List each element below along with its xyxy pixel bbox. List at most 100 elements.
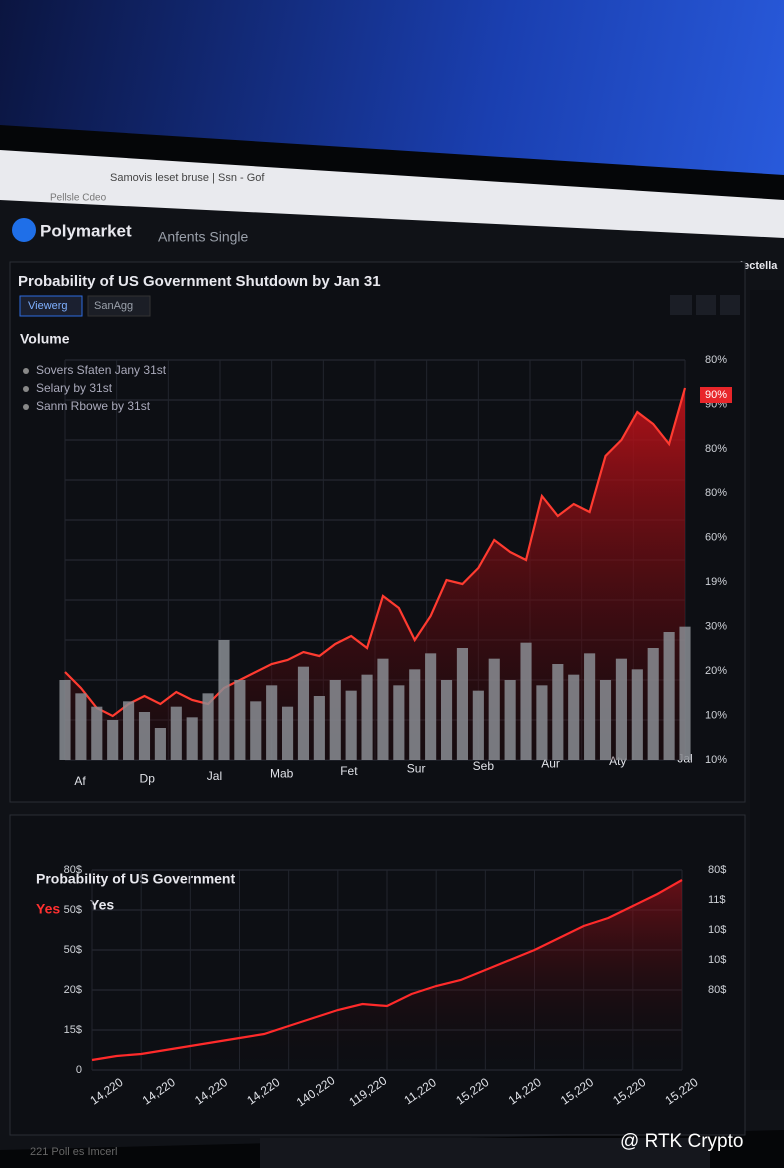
volume-bar xyxy=(138,712,151,760)
line xyxy=(91,879,683,1062)
volume-bar xyxy=(234,680,246,760)
y-tick-label: 30% xyxy=(705,621,727,633)
y-tick-label: 20% xyxy=(705,665,727,677)
volume-bar xyxy=(631,669,643,760)
x-tick-label: Seb xyxy=(473,759,495,773)
volume-bar xyxy=(409,669,421,760)
volume-bar xyxy=(329,680,341,760)
x-tick-label: Dp xyxy=(140,772,156,786)
y2-tick-label: 80$ xyxy=(708,864,726,876)
y-tick-label: 10% xyxy=(705,709,727,721)
volume-bar xyxy=(345,690,357,760)
y-tick-label: 15$ xyxy=(64,1024,82,1036)
line xyxy=(64,387,687,718)
side-panel xyxy=(750,290,784,1090)
volume-bar xyxy=(647,648,659,760)
y-tick-label: 80% xyxy=(705,443,727,455)
y2-tick-label: 10$ xyxy=(708,954,726,966)
volume-bar xyxy=(202,693,214,760)
volume-bar xyxy=(377,658,389,760)
volume-bar xyxy=(504,680,516,760)
button[interactable] xyxy=(696,295,716,315)
button[interactable] xyxy=(670,295,692,315)
volume-bar xyxy=(297,666,310,760)
volume-bar xyxy=(123,701,135,760)
volume-bar xyxy=(520,642,532,760)
volume-bar xyxy=(107,720,119,760)
volume-bar xyxy=(456,648,468,760)
y-tick-label: 80% xyxy=(705,354,727,366)
y-tick-label: 20$ xyxy=(64,984,82,996)
y-tick-label: 60% xyxy=(705,532,727,544)
watermark: @ RTK Crypto xyxy=(620,1131,743,1152)
logo-icon xyxy=(12,218,36,242)
volume-bar xyxy=(536,685,548,760)
current-label: 90% xyxy=(705,389,727,401)
volume-bar xyxy=(154,728,166,760)
x-tick-label: Aur xyxy=(541,757,560,771)
volume-bar xyxy=(679,626,691,760)
volume-bar xyxy=(488,658,500,760)
x-tick-label: Mab xyxy=(270,767,294,781)
tab-title: Samovis leset bruse | Ssn - Gof xyxy=(110,172,265,184)
tab[interactable] xyxy=(19,295,83,317)
legend-item: Sovers Sfaten Jany 31st xyxy=(36,363,167,377)
y-tick-label: 0 xyxy=(76,1064,82,1076)
x-tick-label: Sur xyxy=(407,762,426,776)
tab-label[interactable]: Yes xyxy=(90,897,114,913)
y2-tick-label: 10$ xyxy=(708,924,726,936)
volume-bar xyxy=(425,653,437,760)
volume-bar xyxy=(361,674,373,760)
chart-title: Probability of US Government Shutdown by… xyxy=(18,273,381,290)
x-tick-label: Fet xyxy=(340,764,358,778)
volume-bar xyxy=(250,701,262,760)
volume-bar xyxy=(440,680,453,760)
tab-label[interactable]: SanAgg xyxy=(94,300,133,312)
volume-bar xyxy=(599,680,612,760)
legend-dot xyxy=(23,404,29,410)
volume-bar xyxy=(552,664,564,760)
legend-item: Selary by 31st xyxy=(36,381,113,395)
volume-label: Volume xyxy=(20,331,70,347)
y-tick-label: 50$ xyxy=(64,904,82,916)
x-tick-label: Jal xyxy=(207,769,222,783)
volume-bar xyxy=(75,693,87,760)
volume-bar xyxy=(584,653,596,760)
y-tick-label: 50$ xyxy=(64,944,82,956)
volume-bar xyxy=(266,685,278,760)
volume-bar xyxy=(186,717,198,760)
y-tick-label: 19% xyxy=(705,576,727,588)
volume-bar xyxy=(615,658,627,760)
button[interactable] xyxy=(720,295,740,315)
tab[interactable] xyxy=(87,295,151,317)
y-tick-label: 80$ xyxy=(64,864,82,876)
nav: Anfents Single xyxy=(158,229,248,245)
legend-dot xyxy=(23,368,29,374)
y2-tick-label: 11$ xyxy=(708,894,726,906)
volume-bar xyxy=(91,706,103,760)
legend-dot xyxy=(23,386,29,392)
volume-bar xyxy=(218,640,230,760)
address: Pellsle Cdeo xyxy=(50,193,107,204)
volume-bar xyxy=(568,674,580,760)
status: 221 Poll es Imcerl xyxy=(30,1146,117,1158)
chart-title: Probability of US Government xyxy=(36,871,235,887)
browser-bar xyxy=(0,150,784,238)
taskbar xyxy=(260,1138,710,1168)
volume-bar xyxy=(313,696,325,760)
area xyxy=(92,880,682,1070)
y-tick-label: 80% xyxy=(705,487,727,499)
tab-label[interactable]: Yes xyxy=(36,901,60,917)
current-badge xyxy=(700,387,732,403)
tab-label[interactable]: Viewerg xyxy=(28,300,68,312)
volume-bar xyxy=(170,706,182,760)
y2-tick-label: 80$ xyxy=(708,984,726,996)
x-tick-label: Af xyxy=(74,774,86,788)
volume-bar xyxy=(59,680,71,760)
volume-bar xyxy=(393,685,405,760)
legend-item: Sanm Rbowe by 31st xyxy=(36,399,151,413)
volume-bar xyxy=(472,690,484,760)
logo: Polymarket xyxy=(40,221,132,240)
y-tick-label: 10% xyxy=(705,754,727,766)
